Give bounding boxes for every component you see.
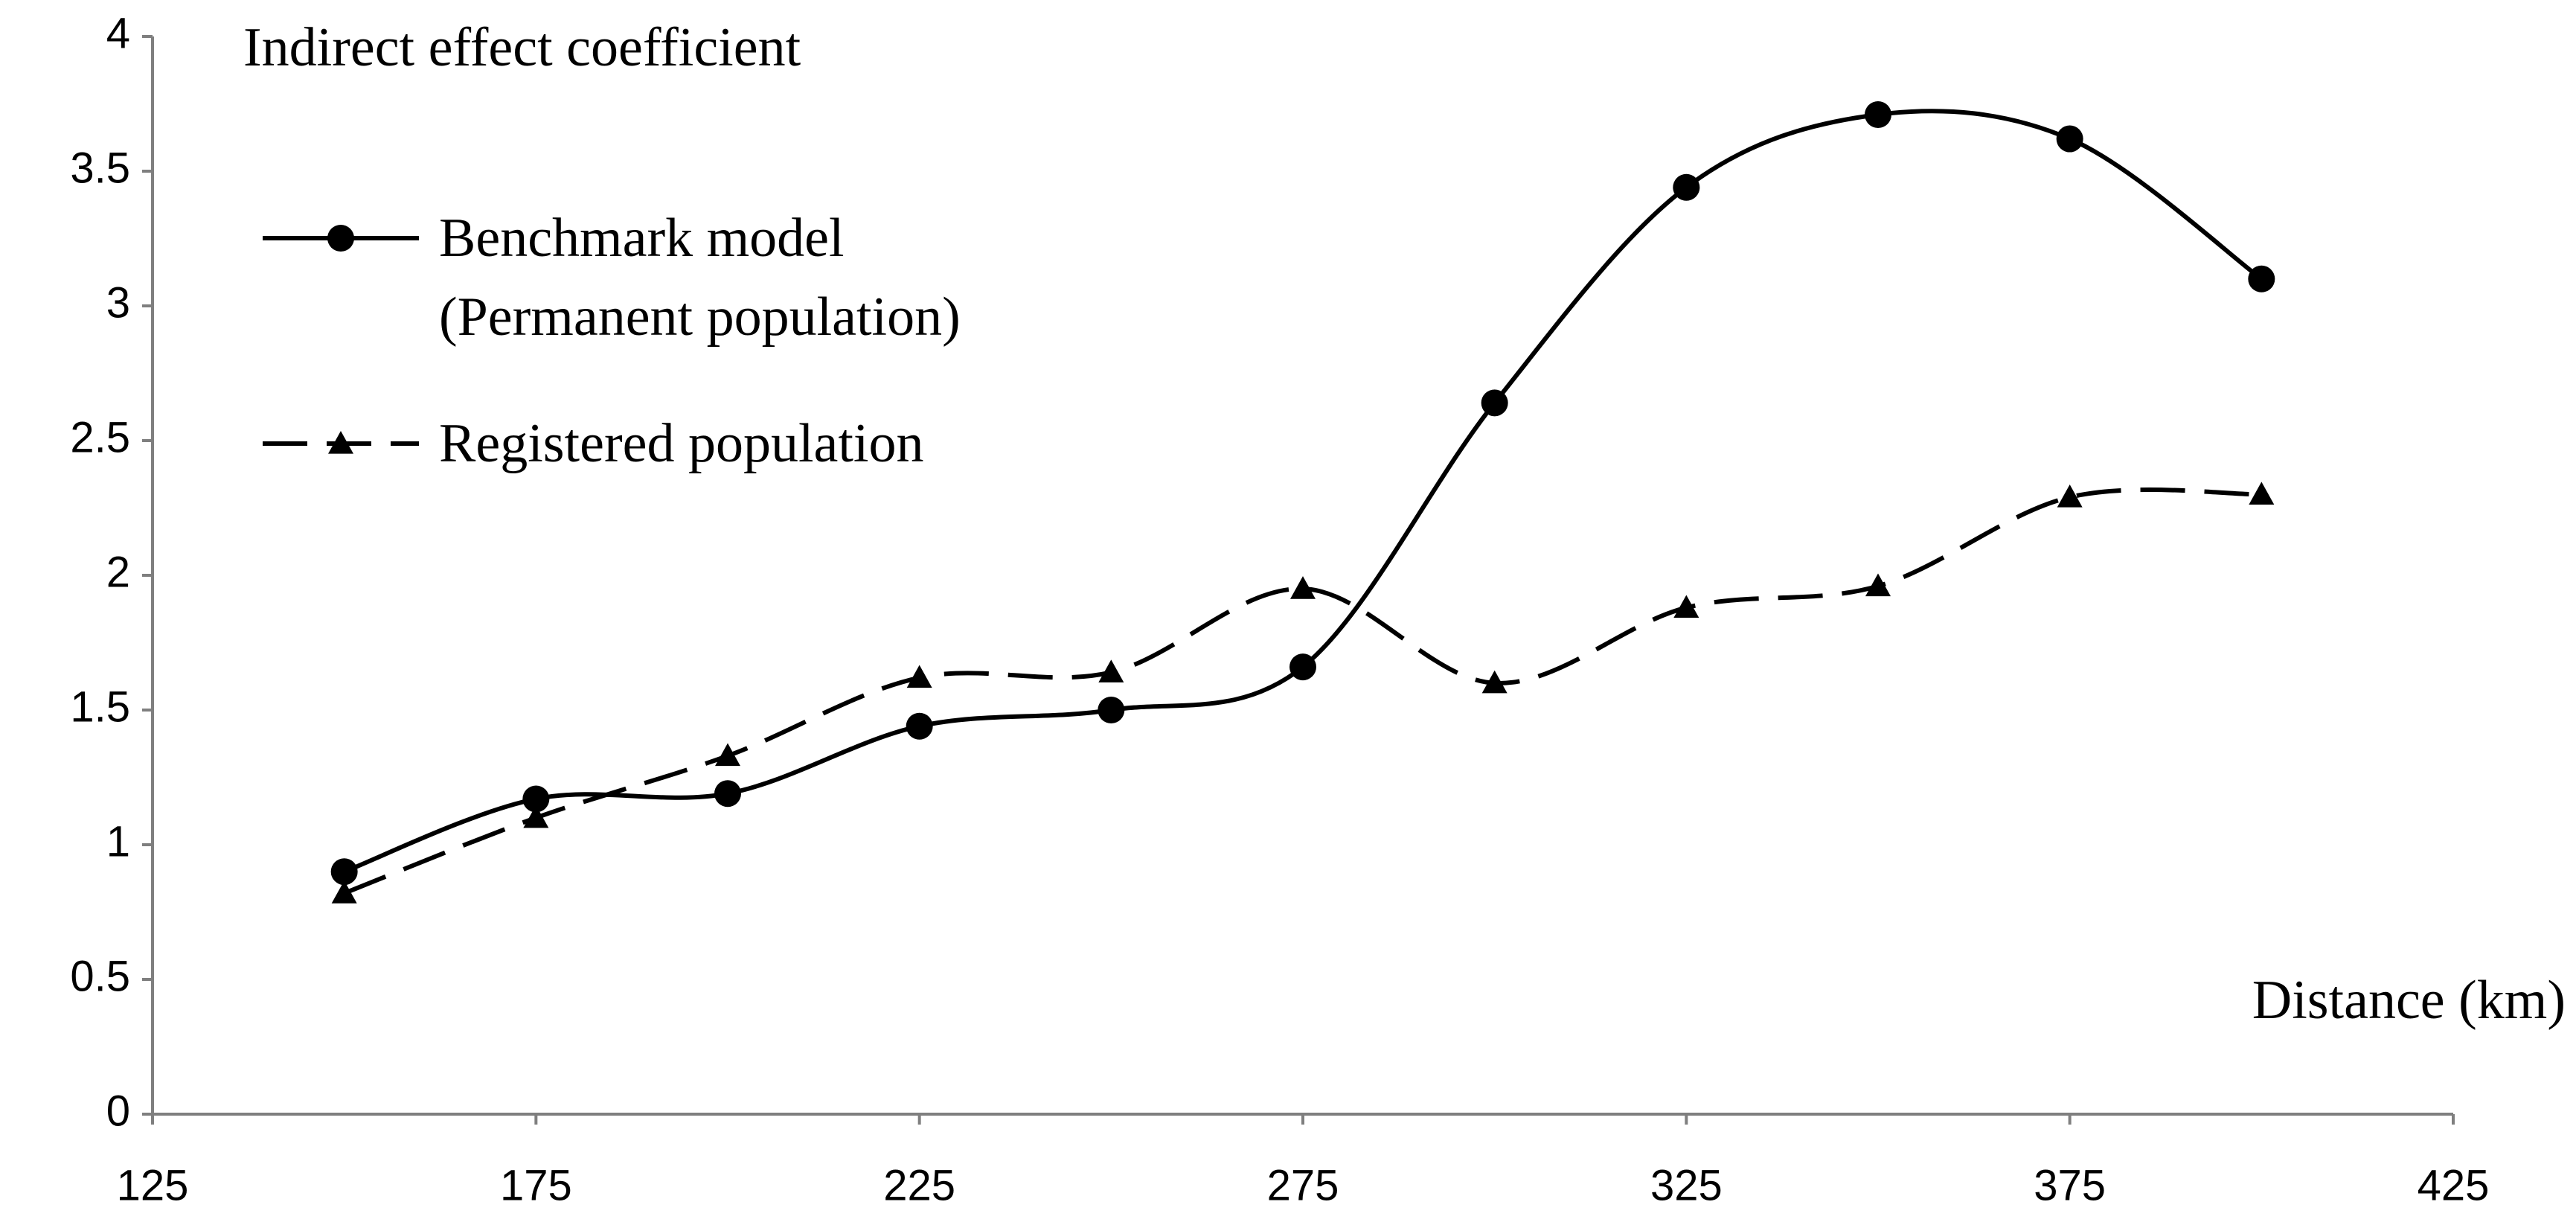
legend-marker	[328, 431, 353, 454]
data-point	[1289, 653, 1316, 681]
data-point	[1290, 576, 1316, 599]
x-tick-label: 175	[500, 1161, 572, 1209]
data-point	[906, 665, 932, 688]
y-tick-label: 0	[106, 1087, 130, 1135]
x-tick-label: 375	[2034, 1161, 2106, 1209]
data-point	[1673, 595, 1699, 618]
series-line	[343, 487, 2262, 895]
data-point	[714, 780, 741, 808]
x-tick-label: 325	[1650, 1161, 1723, 1209]
y-tick-label: 2	[106, 548, 130, 596]
x-axis-label: Distance (km)	[2252, 970, 2566, 1031]
series-line	[343, 109, 2263, 875]
legend-label: Registered population	[439, 413, 924, 474]
y-tick-label: 1.5	[70, 682, 130, 731]
data-point	[1865, 573, 1891, 597]
x-tick-label: 125	[117, 1161, 189, 1209]
x-tick-label: 225	[883, 1161, 955, 1209]
y-tick-label: 3	[106, 278, 130, 327]
data-point	[522, 785, 550, 813]
data-point	[523, 805, 549, 828]
data-point	[331, 880, 357, 904]
data-point	[1098, 697, 1125, 723]
y-tick-label: 1	[106, 817, 130, 866]
y-tick-label: 0.5	[70, 952, 130, 1000]
y-tick-label: 3.5	[70, 144, 130, 192]
data-point	[1098, 659, 1124, 682]
x-tick-label: 275	[1267, 1161, 1339, 1209]
data-point	[906, 712, 933, 740]
data-point	[715, 743, 740, 767]
legend-label: Benchmark model (Permanent population)	[439, 208, 961, 348]
data-point	[2248, 265, 2275, 292]
chart-title: Indirect effect coefficient	[243, 17, 801, 78]
y-tick-label: 4	[106, 9, 130, 57]
data-point	[2057, 485, 2083, 508]
legend-marker	[327, 225, 354, 252]
data-point	[1481, 389, 1508, 417]
data-point	[2056, 125, 2083, 153]
data-point	[1673, 173, 1700, 201]
data-point	[2249, 482, 2275, 505]
x-tick-label: 425	[2418, 1161, 2490, 1209]
y-tick-label: 2.5	[70, 413, 130, 461]
data-point	[1481, 670, 1508, 694]
data-point	[1865, 100, 1891, 128]
data-point	[330, 858, 358, 886]
